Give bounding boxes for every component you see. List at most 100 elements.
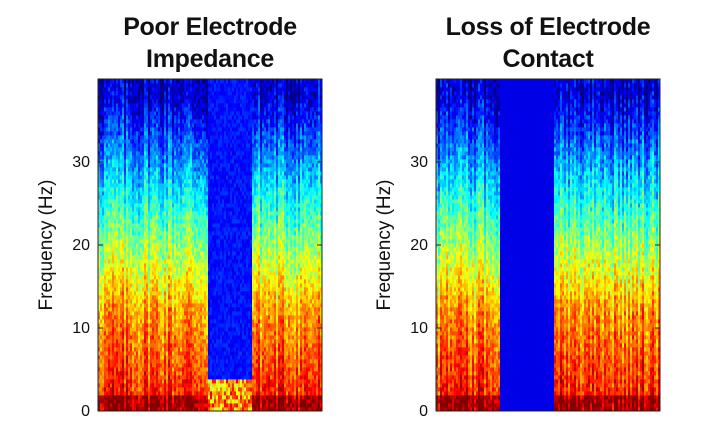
spectrogram-cell <box>130 179 133 184</box>
spectrogram-cell <box>152 315 155 320</box>
spectrogram-cell <box>112 187 115 192</box>
spectrogram-cell <box>156 299 159 304</box>
spectrogram-cell <box>154 79 157 84</box>
spectrogram-cell <box>136 135 139 140</box>
spectrogram-cell <box>156 335 159 340</box>
spectrogram-cell <box>154 331 157 336</box>
spectrogram-cell <box>144 383 147 388</box>
spectrogram-cell <box>124 167 127 172</box>
spectrogram-cell <box>142 407 145 412</box>
spectrogram-cell <box>118 215 121 220</box>
spectrogram-cell <box>98 235 101 240</box>
spectrogram-cell <box>100 331 103 336</box>
spectrogram-cell <box>110 251 113 256</box>
spectrogram-cell <box>152 79 155 84</box>
spectrogram-cell <box>118 107 121 112</box>
spectrogram-cell <box>140 155 143 160</box>
spectrogram-cell <box>142 115 145 120</box>
spectrogram-cell <box>118 95 121 100</box>
spectrogram-cell <box>134 287 137 292</box>
spectrogram-cell <box>136 87 139 92</box>
spectrogram-cell <box>114 123 117 128</box>
spectrogram-cell <box>144 395 147 400</box>
spectrogram-cell <box>112 319 115 324</box>
spectrogram-cell <box>98 335 101 340</box>
spectrogram-cell <box>102 399 105 404</box>
spectrogram-cell <box>152 331 155 336</box>
spectrogram-cell <box>122 203 125 208</box>
spectrogram-cell <box>152 271 155 276</box>
spectrogram-cell <box>130 315 133 320</box>
spectrogram-cell <box>134 103 137 108</box>
spectrogram-cell <box>106 111 109 116</box>
spectrogram-cell <box>132 167 135 172</box>
spectrogram-cell <box>150 259 153 264</box>
spectrogram-cell <box>146 299 149 304</box>
spectrogram-cell <box>130 331 133 336</box>
spectrogram-cell <box>132 267 135 272</box>
spectrogram-cell <box>112 331 115 336</box>
spectrogram-cell <box>116 343 119 348</box>
spectrogram-cell <box>150 351 153 356</box>
spectrogram-cell <box>130 259 133 264</box>
spectrogram-cell <box>130 347 133 352</box>
spectrogram-cell <box>116 171 119 176</box>
spectrogram-cell <box>136 279 139 284</box>
spectrogram-cell <box>120 87 123 92</box>
spectrogram-cell <box>124 275 127 280</box>
spectrogram-cell <box>126 115 129 120</box>
spectrogram-cell <box>130 391 133 396</box>
spectrogram-cell <box>106 195 109 200</box>
spectrogram-cell <box>98 311 101 316</box>
spectrogram-cell <box>150 327 153 332</box>
spectrogram-cell <box>104 327 107 332</box>
spectrogram-cell <box>110 299 113 304</box>
spectrogram-cell <box>142 375 145 380</box>
spectrogram-cell <box>148 287 151 292</box>
spectrogram-cell <box>132 175 135 180</box>
spectrogram-cell <box>116 279 119 284</box>
spectrogram-cell <box>148 243 151 248</box>
spectrogram-cell <box>126 187 129 192</box>
spectrogram-cell <box>122 187 125 192</box>
spectrogram-cell <box>132 375 135 380</box>
spectrogram-cell <box>102 139 105 144</box>
spectrogram-cell <box>136 255 139 260</box>
spectrogram-cell <box>128 79 131 84</box>
spectrogram-cell <box>102 171 105 176</box>
spectrogram-cell <box>98 259 101 264</box>
spectrogram-cell <box>140 231 143 236</box>
spectrogram-cell <box>136 219 139 224</box>
chart-title-left: Poor Electrode Impedance <box>98 11 322 75</box>
spectrogram-cell <box>104 355 107 360</box>
spectrogram-cell <box>128 215 131 220</box>
spectrogram-cell <box>148 135 151 140</box>
spectrogram-cell <box>146 111 149 116</box>
spectrogram-cell <box>98 107 101 112</box>
spectrogram-cell <box>124 283 127 288</box>
spectrogram-cell <box>112 407 115 412</box>
spectrogram-cell <box>142 247 145 252</box>
spectrogram-cell <box>122 363 125 368</box>
spectrogram-cell <box>124 315 127 320</box>
spectrogram-cell <box>122 319 125 324</box>
spectrogram-cell <box>130 215 133 220</box>
spectrogram-cell <box>138 303 141 308</box>
spectrogram-cell <box>144 251 147 256</box>
spectrogram-cell <box>100 279 103 284</box>
spectrogram-cell <box>138 151 141 156</box>
spectrogram-cell <box>102 275 105 280</box>
spectrogram-cell <box>130 283 133 288</box>
spectrogram-cell <box>142 363 145 368</box>
spectrogram-cell <box>136 291 139 296</box>
spectrogram-cell <box>126 391 129 396</box>
spectrogram-cell <box>104 231 107 236</box>
spectrogram-cell <box>144 127 147 132</box>
spectrogram-cell <box>128 243 131 248</box>
spectrogram-cell <box>122 119 125 124</box>
spectrogram-cell <box>106 347 109 352</box>
spectrogram-cell <box>108 375 111 380</box>
spectrogram-cell <box>98 155 101 160</box>
spectrogram-cell <box>136 267 139 272</box>
spectrogram-cell <box>150 263 153 268</box>
